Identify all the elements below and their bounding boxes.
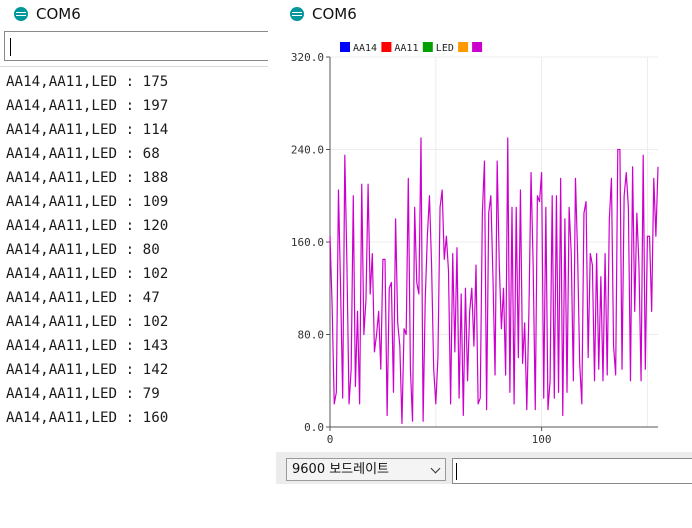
serial-line: AA14,AA11,LED : 80 — [6, 242, 160, 258]
plotter-bottom-bar: 9600 보드레이트 — [276, 452, 692, 484]
serial-line: AA14,AA11,LED : 102 — [6, 266, 169, 282]
serial-line: AA14,AA11,LED : 47 — [6, 290, 160, 306]
chevron-down-icon — [430, 463, 441, 474]
serial-input[interactable] — [4, 31, 268, 61]
serial-line: AA14,AA11,LED : 68 — [6, 146, 160, 162]
legend-swatch — [458, 42, 469, 52]
baud-rate-value: 9600 보드레이트 — [292, 462, 390, 477]
x-tick-label: 100 — [532, 433, 552, 446]
serial-line: AA14,AA11,LED : 175 — [6, 74, 169, 90]
y-tick-label: 160.0 — [291, 236, 324, 249]
series-line — [329, 137, 659, 425]
serial-line: AA14,AA11,LED : 197 — [6, 98, 169, 114]
serial-line: AA14,AA11,LED : 142 — [6, 362, 169, 378]
y-tick-label: 80.0 — [298, 329, 325, 342]
serial-line: AA14,AA11,LED : 160 — [6, 410, 169, 426]
serial-line: AA14,AA11,LED : 143 — [6, 338, 169, 354]
legend-label: LED — [436, 43, 454, 54]
legend-swatch — [422, 42, 433, 52]
serial-line: AA14,AA11,LED : 102 — [6, 314, 169, 330]
x-tick-label: 0 — [327, 433, 334, 446]
baud-rate-select[interactable]: 9600 보드레이트 — [286, 458, 446, 481]
serial-line: AA14,AA11,LED : 188 — [6, 170, 169, 186]
arduino-icon — [290, 7, 304, 21]
text-cursor — [10, 38, 11, 56]
serial-plotter-titlebar: COM6 — [276, 0, 692, 28]
serial-monitor-title: COM6 — [36, 5, 81, 23]
y-tick-label: 0.0 — [304, 421, 324, 434]
serial-line: AA14,AA11,LED : 120 — [6, 218, 169, 234]
serial-line: AA14,AA11,LED : 79 — [6, 386, 160, 402]
legend-swatch — [340, 42, 350, 52]
serial-monitor-window: COM6 AA14,AA11,LED : 175 AA14,AA11,LED : … — [0, 0, 268, 528]
plot-area: 0.0 80.0 160.0 240.0 320.0 0 100 AA14 AA11 LED — [291, 42, 659, 446]
serial-line: AA14,AA11,LED : 114 — [6, 122, 169, 138]
serial-plotter-title: COM6 — [312, 5, 357, 23]
serial-output: AA14,AA11,LED : 175 AA14,AA11,LED : 197 AA… — [6, 70, 268, 430]
legend-label: AA11 — [394, 43, 418, 54]
arduino-icon — [14, 7, 28, 21]
plotter-send-input[interactable] — [452, 458, 692, 484]
legend-label: AA14 — [353, 43, 377, 54]
legend-swatch — [381, 42, 392, 52]
serial-monitor-titlebar: COM6 — [0, 0, 268, 28]
divider — [0, 66, 268, 67]
y-tick-label: 320.0 — [291, 51, 324, 64]
serial-line: AA14,AA11,LED : 109 — [6, 194, 169, 210]
y-tick-label: 240.0 — [291, 144, 324, 157]
text-cursor — [456, 463, 457, 480]
serial-plotter-window: COM6 0.0 80.0 160.0 240.0 320.0 0 100 AA14 AA11 L… — [276, 0, 692, 528]
legend-swatch — [472, 42, 483, 52]
